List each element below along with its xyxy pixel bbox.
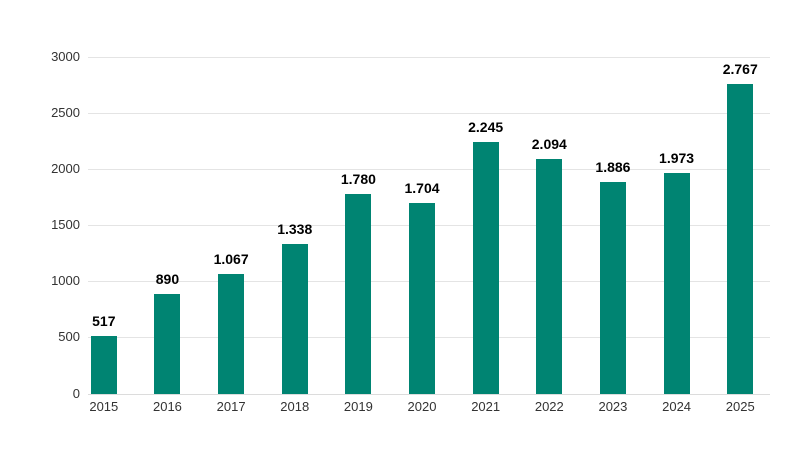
bar-2021: 2.245 — [468, 119, 503, 394]
bar-2017: 1.067 — [214, 251, 249, 394]
x-tick-label-2019: 2019 — [343, 399, 373, 414]
bars-area: 517 2015 890 2016 1.067 2017 1.338 2018 1.780 201… — [72, 57, 772, 414]
bar-value-label-2023: 1.886 — [595, 159, 631, 176]
bar-slot-2022: 2.094 2022 — [517, 57, 581, 414]
gridline-0 — [88, 393, 770, 395]
bar-slot-2019: 1.780 2019 — [327, 57, 391, 414]
bar-2015: 517 — [90, 313, 117, 394]
y-axis-tick-labels: 0 500 1000 1500 2000 2500 3000 — [0, 0, 80, 450]
bar-2020: 1.704 — [404, 180, 440, 394]
bar-slot-2017: 1.067 2017 — [199, 57, 263, 414]
bar-2016: 890 — [154, 271, 181, 394]
bar-value-label-2024: 1.973 — [659, 149, 695, 166]
bar-value-label-2022: 2.094 — [531, 136, 567, 153]
x-tick-label-2016: 2016 — [152, 399, 182, 414]
gridline-2000 — [88, 169, 770, 171]
y-tick-label-0: 0 — [72, 385, 80, 401]
bar-value-label-2020: 1.704 — [404, 179, 440, 196]
bar-2025: 2.767 — [723, 61, 758, 394]
x-tick-label-2022: 2022 — [534, 399, 564, 414]
x-tick-label-2025: 2025 — [725, 399, 755, 414]
bar-value-label-2016: 890 — [155, 271, 180, 288]
y-tick-label-500: 500 — [58, 329, 80, 345]
bar-value-label-2018: 1.338 — [277, 220, 313, 237]
bar-2022: 2.094 — [532, 136, 567, 394]
x-tick-label-2018: 2018 — [280, 399, 310, 414]
bar-slot-2020: 1.704 2020 — [390, 57, 454, 414]
bar-slot-2015: 517 2015 — [72, 57, 136, 414]
y-tick-label-2500: 2500 — [51, 105, 80, 121]
bar-2019: 1.780 — [341, 171, 376, 394]
bar-value-label-2019: 1.780 — [340, 171, 376, 188]
y-tick-label-1500: 1500 — [51, 217, 80, 233]
x-tick-label-2020: 2020 — [407, 399, 437, 414]
bar-slot-2024: 1.973 2024 — [645, 57, 709, 414]
x-tick-label-2015: 2015 — [89, 399, 119, 414]
x-tick-label-2021: 2021 — [471, 399, 501, 414]
bar-slot-2023: 1.886 2023 — [581, 57, 645, 414]
bar-2018: 1.338 — [277, 221, 312, 394]
bar-slot-2025: 2.767 2025 — [708, 57, 772, 414]
bar-value-label-2025: 2.767 — [722, 60, 758, 77]
x-tick-label-2023: 2023 — [598, 399, 628, 414]
bar-2024: 1.973 — [659, 150, 694, 394]
y-tick-label-1000: 1000 — [51, 273, 80, 289]
gridline-3000 — [88, 57, 770, 58]
bar-2023: 1.886 — [595, 159, 630, 394]
gridline-2500 — [88, 113, 770, 115]
bar-value-label-2017: 1.067 — [213, 251, 249, 268]
bar-slot-2018: 1.338 2018 — [263, 57, 327, 414]
y-tick-label-3000: 3000 — [51, 49, 80, 64]
x-tick-label-2017: 2017 — [216, 399, 246, 414]
bar-slot-2016: 890 2016 — [136, 57, 200, 414]
bar-slot-2021: 2.245 2021 — [454, 57, 518, 414]
x-tick-label-2024: 2024 — [662, 399, 692, 414]
bar-value-label-2015: 517 — [92, 313, 116, 330]
y-tick-label-2000: 2000 — [51, 161, 80, 177]
bar-value-label-2021: 2.245 — [468, 119, 504, 136]
